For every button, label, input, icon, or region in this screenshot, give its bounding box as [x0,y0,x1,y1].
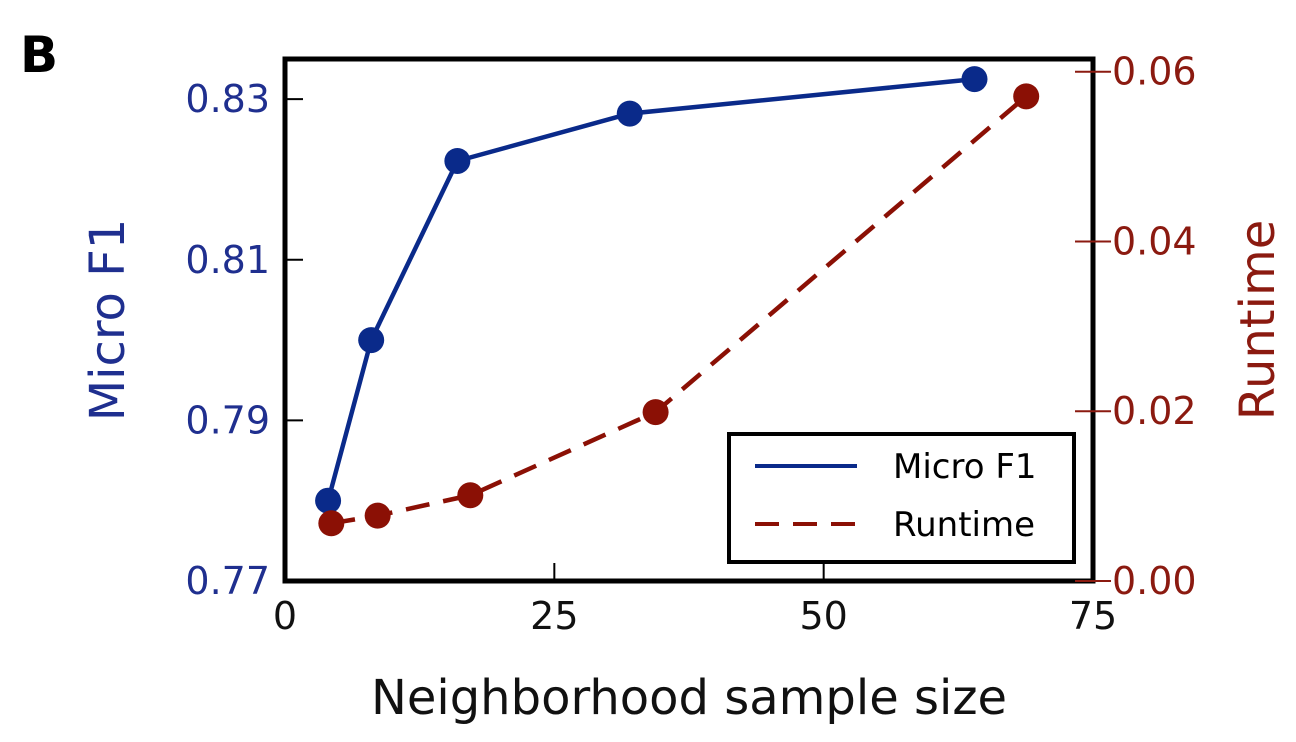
data-point-micro-f1 [315,487,342,514]
legend: Micro F1 Runtime [727,432,1076,564]
data-point-runtime [364,502,391,529]
y-left-axis-label: Micro F1 [80,219,136,422]
y-right-tick-label: 0.00 [1112,559,1197,603]
y-right-tick-label: 0.06 [1112,50,1197,94]
data-point-micro-f1 [961,66,988,93]
y-left-axis: 0.77 0.79 0.81 0.83 [185,77,303,603]
y-right-axis-label: Runtime [1230,220,1286,420]
x-tick-label: 50 [799,594,847,638]
y-left-tick-label: 0.81 [185,238,270,282]
x-tick-label: 0 [273,594,297,638]
data-point-runtime [642,399,669,426]
data-point-runtime [457,482,484,509]
series-line-runtime [330,94,1028,526]
data-point-micro-f1 [358,327,385,354]
y-left-tick-label: 0.77 [185,559,270,603]
y-right-axis: 0.00 0.02 0.04 0.06 [1075,50,1197,603]
y-left-tick-label: 0.83 [185,77,270,121]
legend-label-micro-f1: Micro F1 [893,447,1037,487]
data-point-micro-f1 [444,147,471,174]
y-left-tick-label: 0.79 [185,398,270,442]
legend-label-runtime: Runtime [893,505,1035,545]
x-axis-label: Neighborhood sample size [371,670,1007,726]
x-axis: 0 25 50 75 [273,563,1117,638]
x-tick-label: 25 [530,594,578,638]
data-point-runtime [1013,83,1040,110]
legend-box [727,432,1076,564]
data-point-micro-f1 [616,100,643,127]
plot-frame [282,56,1096,584]
y-right-tick-label: 0.04 [1112,219,1197,263]
y-right-tick-label: 0.02 [1112,389,1197,433]
x-tick-label: 75 [1069,594,1117,638]
data-point-runtime [318,510,345,537]
panel-label: B [20,26,58,84]
